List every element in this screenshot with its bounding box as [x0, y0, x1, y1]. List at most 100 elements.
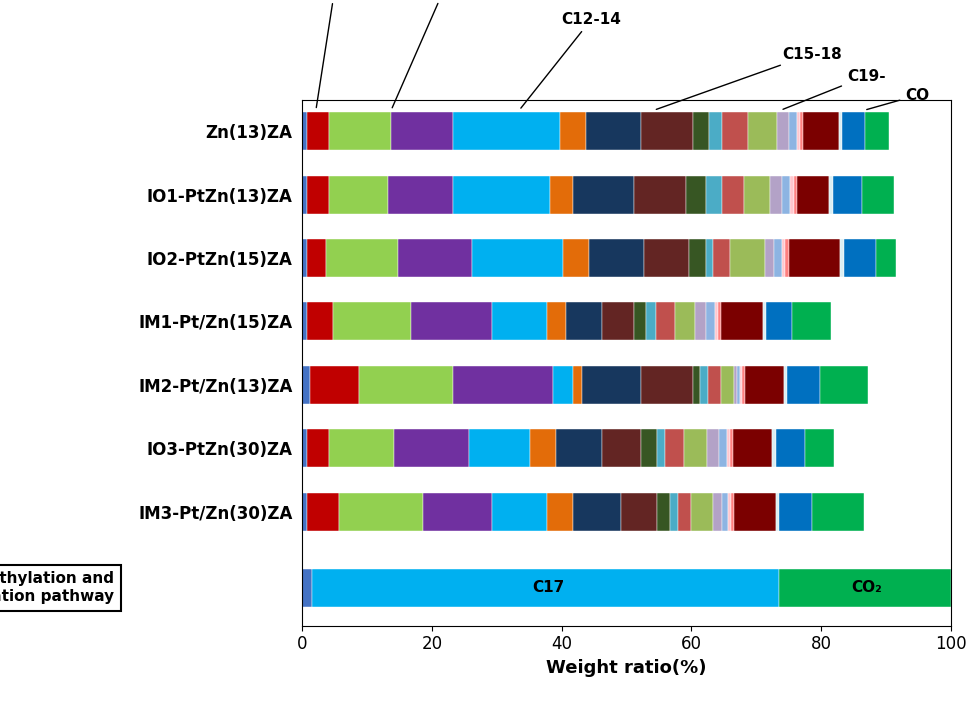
Bar: [775, 429, 804, 467]
Text: C12-14: C12-14: [521, 11, 621, 108]
Bar: [791, 176, 794, 213]
Bar: [641, 112, 692, 150]
Bar: [657, 429, 665, 467]
Bar: [307, 176, 330, 213]
Bar: [302, 176, 307, 213]
Bar: [722, 493, 727, 530]
Bar: [745, 176, 770, 213]
Bar: [745, 365, 784, 404]
Bar: [670, 493, 678, 530]
Bar: [833, 176, 862, 213]
Bar: [547, 302, 566, 341]
Bar: [812, 493, 864, 530]
Bar: [530, 429, 557, 467]
Bar: [740, 365, 743, 404]
Bar: [692, 112, 709, 150]
Bar: [690, 493, 714, 530]
Bar: [359, 365, 452, 404]
Bar: [734, 493, 776, 530]
Bar: [789, 239, 840, 277]
Bar: [566, 302, 602, 341]
Text: C5-11: C5-11: [392, 0, 468, 108]
Bar: [582, 365, 641, 404]
Bar: [877, 239, 895, 277]
Bar: [391, 112, 452, 150]
Bar: [557, 429, 602, 467]
Bar: [307, 429, 330, 467]
Bar: [830, 176, 833, 213]
Bar: [692, 365, 700, 404]
Bar: [776, 493, 779, 530]
Bar: [394, 429, 469, 467]
Bar: [307, 239, 327, 277]
Bar: [782, 239, 785, 277]
Bar: [310, 365, 359, 404]
Bar: [572, 365, 582, 404]
Bar: [634, 176, 686, 213]
Bar: [302, 112, 307, 150]
Bar: [330, 429, 394, 467]
Bar: [714, 239, 729, 277]
Bar: [572, 176, 634, 213]
Bar: [302, 569, 312, 606]
Bar: [410, 302, 491, 341]
Bar: [700, 365, 708, 404]
Bar: [706, 302, 715, 341]
Bar: [862, 176, 894, 213]
Bar: [722, 302, 763, 341]
Bar: [586, 112, 641, 150]
Bar: [560, 112, 586, 150]
Bar: [491, 493, 547, 530]
Bar: [641, 429, 657, 467]
Bar: [743, 365, 745, 404]
Text: CO₂: CO₂: [851, 580, 881, 595]
Bar: [657, 493, 670, 530]
Bar: [734, 365, 737, 404]
Bar: [842, 112, 865, 150]
Bar: [865, 112, 889, 150]
Bar: [709, 112, 722, 150]
Bar: [748, 112, 777, 150]
Bar: [547, 493, 572, 530]
Bar: [307, 112, 330, 150]
Bar: [729, 239, 765, 277]
Bar: [550, 176, 572, 213]
Bar: [339, 493, 423, 530]
Bar: [553, 365, 572, 404]
Bar: [452, 365, 553, 404]
Bar: [452, 176, 550, 213]
Bar: [777, 112, 789, 150]
Bar: [621, 493, 657, 530]
Bar: [563, 239, 589, 277]
Bar: [779, 493, 812, 530]
Bar: [330, 112, 391, 150]
Bar: [641, 365, 692, 404]
Bar: [718, 302, 722, 341]
Bar: [782, 176, 791, 213]
Bar: [644, 239, 689, 277]
Bar: [727, 493, 731, 530]
Bar: [715, 302, 718, 341]
Bar: [820, 365, 869, 404]
Bar: [602, 429, 641, 467]
Text: C15-18: C15-18: [656, 46, 841, 109]
Bar: [332, 302, 410, 341]
Bar: [785, 239, 789, 277]
Bar: [302, 239, 307, 277]
Text: C1-4: C1-4: [315, 0, 354, 107]
Bar: [694, 302, 706, 341]
Bar: [665, 429, 684, 467]
Bar: [765, 239, 773, 277]
Text: C17: C17: [532, 580, 565, 595]
Bar: [572, 493, 621, 530]
Bar: [602, 302, 634, 341]
Bar: [423, 493, 491, 530]
Text: CO: CO: [867, 87, 929, 109]
Bar: [773, 239, 782, 277]
Bar: [840, 239, 843, 277]
Bar: [804, 429, 834, 467]
Bar: [327, 239, 398, 277]
Bar: [793, 302, 832, 341]
Bar: [655, 302, 675, 341]
Bar: [770, 176, 782, 213]
